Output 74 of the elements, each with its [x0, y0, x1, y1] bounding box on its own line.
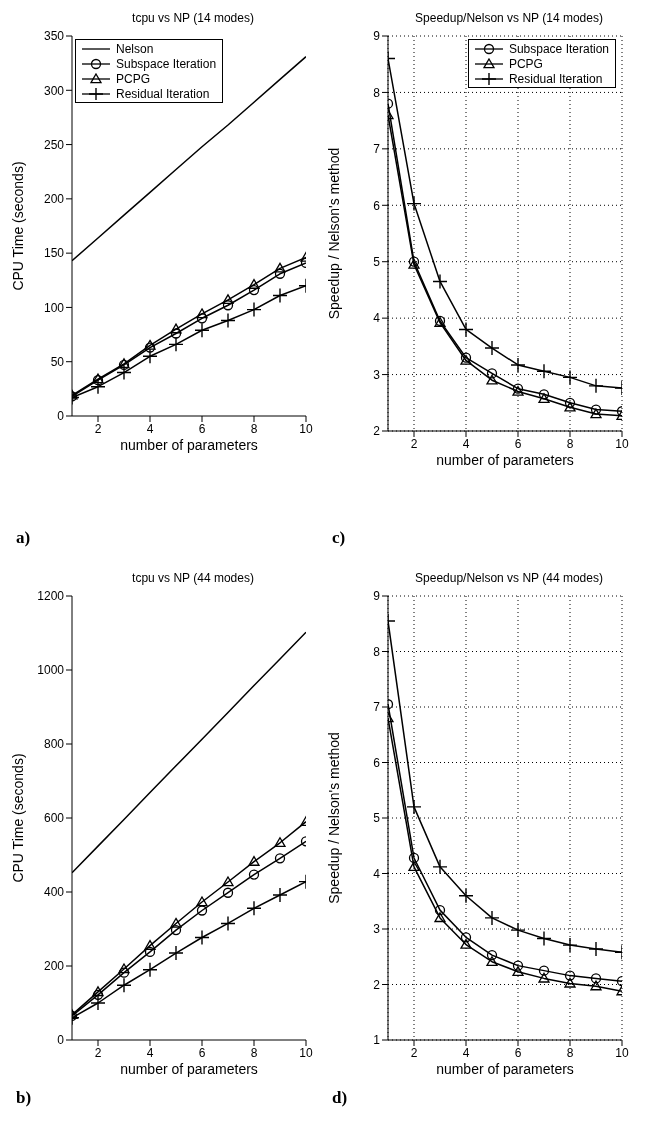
legend-label: PCPG	[508, 56, 543, 71]
x-tick-label: 8	[566, 1045, 574, 1060]
chart-title: tcpu vs NP (14 modes)	[131, 10, 255, 27]
y-tick-label: 6	[373, 755, 381, 770]
x-tick-label: 10	[299, 421, 313, 436]
legend-label: Subspace Iteration	[116, 56, 217, 71]
x-tick-label: 4	[146, 421, 154, 436]
chart-title: Speedup/Nelson vs NP (14 modes)	[414, 10, 604, 27]
legend-label: Residual Iteration	[116, 86, 210, 101]
y-tick-label: 0	[57, 1033, 65, 1048]
text: a)	[16, 528, 31, 548]
y-tick-label: 1	[373, 1033, 381, 1048]
y-axis-title: CPU Time (seconds)	[9, 753, 26, 883]
legend-label: PCPG	[116, 71, 151, 86]
y-tick-label: 5	[373, 254, 381, 269]
text: d)	[332, 1088, 348, 1108]
y-tick-label: 6	[373, 198, 381, 213]
y-tick-label: 8	[373, 85, 381, 100]
y-tick-label: 350	[43, 29, 65, 44]
y-tick-label: 1200	[37, 589, 65, 604]
x-tick-label: 10	[615, 436, 629, 451]
y-tick-label: 400	[43, 885, 65, 900]
y-tick-label: 800	[43, 737, 65, 752]
legend-label: Residual Iteration	[508, 71, 603, 86]
text: c)	[332, 528, 346, 548]
chart-title: Speedup/Nelson vs NP (44 modes)	[414, 570, 604, 587]
y-tick-label: 2	[373, 977, 381, 992]
x-axis-title: number of parameters	[436, 1061, 574, 1077]
y-tick-label: 100	[43, 300, 65, 315]
y-axis-title: Speedup / Nelson's method	[325, 732, 342, 904]
text: b)	[16, 1088, 32, 1108]
y-tick-label: 8	[373, 644, 381, 659]
y-tick-label: 0	[57, 409, 65, 424]
x-tick-label: 6	[198, 421, 206, 436]
x-tick-label: 2	[94, 421, 102, 436]
x-tick-label: 8	[250, 1045, 258, 1060]
x-tick-label: 6	[514, 1045, 522, 1060]
y-tick-label: 250	[43, 137, 65, 152]
y-axis-title: Speedup / Nelson's method	[325, 147, 342, 320]
y-tick-label: 150	[43, 246, 65, 261]
y-tick-label: 200	[43, 192, 65, 207]
x-tick-label: 2	[410, 1045, 418, 1060]
x-tick-label: 10	[299, 1045, 313, 1060]
x-axis-title: number of parameters	[120, 437, 258, 453]
x-tick-label: 6	[198, 1045, 206, 1060]
y-tick-label: 3	[373, 367, 381, 382]
y-tick-label: 5	[373, 811, 381, 826]
legend-label: Subspace Iteration	[508, 41, 609, 56]
x-tick-label: 2	[94, 1045, 102, 1060]
y-tick-label: 7	[373, 700, 381, 715]
x-tick-label: 10	[615, 1045, 629, 1060]
x-axis-title: number of parameters	[120, 1061, 258, 1077]
legend-label: Nelson	[116, 41, 154, 56]
y-tick-label: 1000	[37, 663, 65, 678]
y-tick-label: 9	[373, 589, 381, 604]
y-tick-label: 300	[43, 83, 65, 98]
y-tick-label: 4	[373, 866, 381, 881]
x-tick-label: 8	[250, 421, 258, 436]
y-tick-label: 3	[373, 922, 381, 937]
y-axis-title: CPU Time (seconds)	[9, 161, 26, 291]
y-tick-label: 9	[373, 29, 381, 44]
y-tick-label: 7	[373, 142, 381, 157]
y-tick-label: 600	[43, 811, 65, 826]
x-tick-label: 4	[462, 436, 470, 451]
y-tick-label: 200	[43, 959, 65, 974]
x-tick-label: 2	[410, 436, 418, 451]
x-tick-label: 4	[146, 1045, 154, 1060]
x-tick-label: 6	[514, 436, 522, 451]
x-tick-label: 8	[566, 436, 574, 451]
x-axis-title: number of parameters	[436, 452, 574, 468]
y-tick-label: 4	[373, 311, 381, 326]
x-tick-label: 4	[462, 1045, 470, 1060]
chart-title: tcpu vs NP (44 modes)	[131, 570, 255, 587]
y-tick-label: 50	[50, 354, 65, 369]
